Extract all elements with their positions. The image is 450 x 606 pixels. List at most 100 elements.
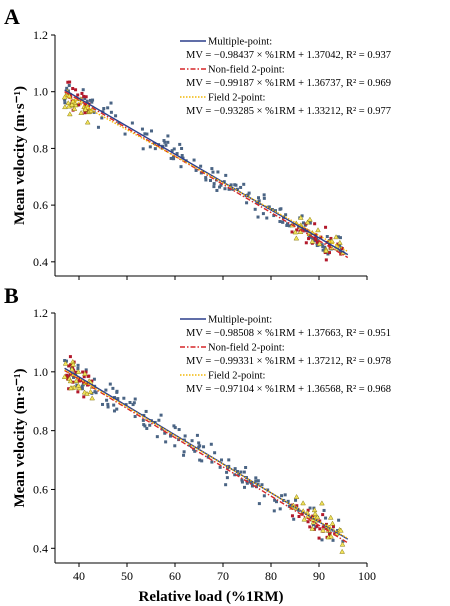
data-point (153, 147, 157, 151)
data-point (66, 111, 73, 117)
data-point (225, 476, 229, 480)
data-point (172, 147, 176, 151)
data-point (208, 178, 212, 182)
data-point (287, 504, 291, 508)
data-point (220, 458, 224, 462)
data-point (301, 516, 308, 522)
data-point (218, 465, 222, 469)
data-point (320, 538, 324, 542)
data-point (256, 479, 260, 483)
y-tick-label: 0.4 (33, 541, 48, 555)
x-tick-label: 100 (358, 569, 376, 583)
data-point (64, 359, 68, 363)
data-point (338, 527, 344, 533)
data-point (257, 196, 261, 200)
data-point (81, 370, 85, 374)
legend-series-name: Multiple-point: (208, 315, 272, 326)
data-point (333, 234, 339, 240)
data-point (244, 466, 248, 470)
data-point (284, 213, 288, 217)
data-point (177, 428, 181, 432)
data-point (300, 214, 304, 218)
y-axis-title: Mean velocity (m·s⁻¹) (12, 368, 28, 507)
data-point (245, 481, 249, 485)
data-point (71, 105, 78, 111)
data-point (224, 173, 228, 177)
data-point (274, 500, 278, 504)
panel-letter: B (4, 283, 19, 308)
data-point (319, 235, 323, 239)
data-point (194, 168, 198, 172)
data-point (76, 385, 83, 391)
x-tick-label: 60 (169, 569, 181, 583)
regression-line-0 (64, 367, 349, 540)
data-point (160, 427, 164, 431)
data-point (166, 140, 170, 144)
data-point (69, 366, 75, 372)
data-point (66, 377, 70, 381)
data-point (86, 374, 90, 378)
legend-equation: MV = −0.99331 × %1RM + 1.37212, R² = 0.9… (186, 356, 391, 367)
data-point (77, 379, 81, 383)
data-point (159, 413, 163, 417)
data-point (84, 368, 88, 372)
data-point (172, 424, 176, 428)
data-point (262, 193, 266, 197)
data-point (62, 360, 69, 366)
data-point (225, 470, 229, 474)
data-point (179, 165, 183, 169)
data-point (162, 139, 166, 143)
data-point (300, 512, 304, 516)
data-point (290, 514, 294, 518)
regression-line-0 (64, 89, 349, 256)
data-point (190, 439, 194, 443)
data-point (140, 127, 144, 131)
data-point (262, 494, 266, 498)
data-point (122, 396, 126, 400)
data-point (283, 493, 287, 497)
data-point (116, 397, 120, 401)
data-point (76, 363, 80, 367)
data-point (114, 114, 118, 118)
data-point (250, 484, 254, 488)
data-point (82, 370, 88, 376)
legend-series-name: Non-field 2-point: (208, 65, 285, 76)
data-point (195, 433, 199, 437)
data-point (231, 187, 235, 191)
data-point (70, 361, 77, 367)
data-point (83, 97, 87, 101)
data-point (209, 442, 213, 446)
data-point (278, 220, 282, 224)
data-point (111, 386, 115, 390)
data-point (310, 235, 314, 239)
x-axis-title: Relative load (%1RM) (139, 589, 284, 605)
data-point (164, 440, 168, 444)
data-point (290, 230, 294, 234)
data-point (257, 199, 261, 203)
data-point (319, 500, 325, 506)
data-point (78, 109, 85, 115)
data-point (198, 458, 202, 462)
data-point (76, 366, 80, 370)
y-tick-label: 0.8 (33, 424, 48, 438)
data-point (216, 170, 220, 174)
data-point (69, 363, 73, 367)
data-point (308, 525, 312, 529)
data-point (307, 234, 311, 238)
data-point (308, 506, 312, 510)
data-point (297, 229, 304, 234)
data-point (109, 101, 113, 105)
data-point (329, 236, 333, 240)
data-point (166, 134, 170, 138)
data-point (173, 444, 177, 448)
data-point (266, 488, 270, 492)
data-point (199, 164, 203, 168)
data-point (329, 520, 336, 526)
data-point (327, 532, 331, 536)
data-point (142, 423, 146, 427)
data-point (88, 98, 92, 102)
data-point (112, 403, 116, 407)
data-point (173, 426, 177, 430)
data-point (82, 395, 86, 399)
data-point (307, 237, 311, 241)
